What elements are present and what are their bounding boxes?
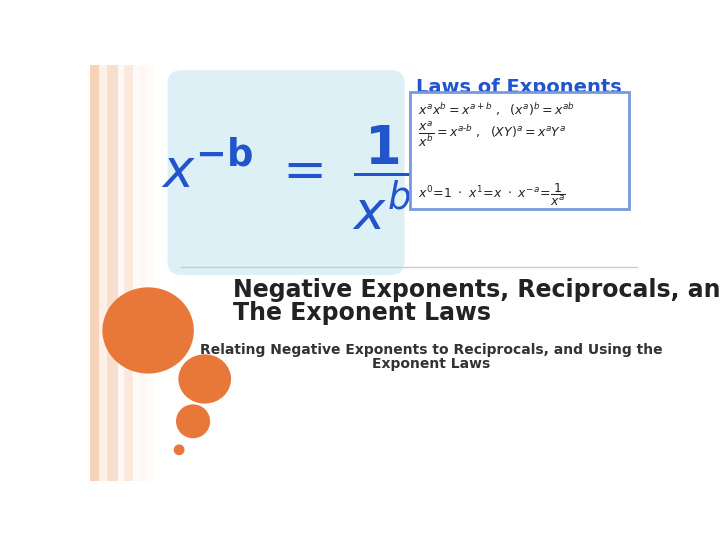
Circle shape bbox=[174, 444, 184, 455]
FancyBboxPatch shape bbox=[410, 92, 629, 209]
Text: $\dfrac{x^a}{x^b} = x^{a\text{-}b}\ ,\ \ (XY)^a = x^aY^a$: $\dfrac{x^a}{x^b} = x^{a\text{-}b}\ ,\ \… bbox=[418, 119, 566, 149]
Bar bbox=[124, 65, 133, 481]
Ellipse shape bbox=[179, 354, 231, 403]
Text: $\mathit{x}^{\mathbf{-b}}\ =\ \dfrac{\mathbf{1}}{\mathit{x}^{\mathit{b}}}$: $\mathit{x}^{\mathbf{-b}}\ =\ \dfrac{\ma… bbox=[161, 124, 414, 232]
Text: Negative Exponents, Reciprocals, and: Negative Exponents, Reciprocals, and bbox=[233, 278, 720, 302]
Bar bbox=[140, 65, 148, 481]
Text: $x^0\!=\!1\ \cdot\ x^1\!=\!x\ \cdot\ x^{-a}\!=\!\dfrac{1}{x^a}$: $x^0\!=\!1\ \cdot\ x^1\!=\!x\ \cdot\ x^{… bbox=[418, 181, 566, 207]
Bar bbox=[148, 65, 153, 481]
Bar bbox=[133, 65, 140, 481]
Text: The Exponent Laws: The Exponent Laws bbox=[233, 301, 491, 325]
Text: Laws of Exponents: Laws of Exponents bbox=[415, 78, 621, 97]
Bar bbox=[107, 65, 118, 481]
FancyBboxPatch shape bbox=[168, 70, 405, 275]
Ellipse shape bbox=[102, 287, 194, 374]
Text: $x^ax^b = x^{a+b}\ ,\ \ (x^a)^b = x^{ab}$: $x^ax^b = x^{a+b}\ ,\ \ (x^a)^b = x^{ab}… bbox=[418, 101, 575, 118]
Bar bbox=[99, 65, 107, 481]
Circle shape bbox=[176, 404, 210, 438]
Bar bbox=[90, 65, 99, 481]
Text: Exponent Laws: Exponent Laws bbox=[372, 357, 490, 372]
Text: Relating Negative Exponents to Reciprocals, and Using the: Relating Negative Exponents to Reciproca… bbox=[199, 343, 662, 357]
Bar bbox=[118, 65, 124, 481]
